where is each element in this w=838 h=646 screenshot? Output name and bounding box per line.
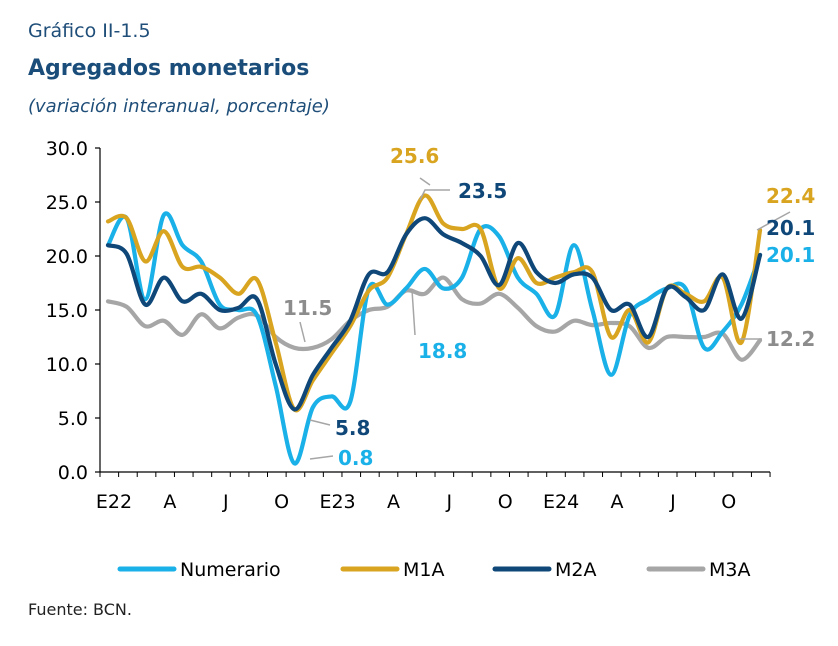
data-label: 23.5	[458, 179, 507, 203]
leader-line	[299, 321, 306, 343]
x-tick-label: J	[669, 491, 676, 513]
y-tick-label: 5.0	[58, 408, 88, 430]
x-tick-label: A	[387, 491, 400, 513]
leader-line	[309, 455, 334, 460]
legend: Numerario M1A M2A M3A	[117, 559, 750, 581]
y-tick-label: 20.0	[46, 246, 88, 268]
leader-line	[309, 419, 331, 426]
x-tick-label: E23	[319, 491, 355, 513]
legend-label: M2A	[555, 559, 596, 581]
data-label: 11.5	[283, 296, 332, 320]
data-label: 5.8	[335, 416, 370, 440]
x-tick-label: E24	[543, 491, 579, 513]
y-tick-label: 25.0	[46, 192, 88, 214]
chart-title: Agregados monetarios	[28, 56, 310, 81]
y-tick-label: 15.0	[46, 300, 88, 322]
leader-line	[419, 177, 431, 186]
source-note: Fuente: BCN.	[28, 600, 132, 619]
legend-label: M1A	[403, 559, 444, 581]
x-tick-label: O	[274, 491, 289, 513]
data-label: 0.8	[338, 446, 373, 470]
x-tick-label: O	[721, 491, 736, 513]
x-tick-label: J	[222, 491, 229, 513]
x-tick-label: J	[446, 491, 453, 513]
x-tick-label: A	[163, 491, 176, 513]
data-label: 20.1	[766, 243, 815, 267]
data-label: 12.2	[766, 327, 815, 351]
legend-label: Numerario	[180, 559, 281, 581]
data-labels: 25.6 23.5 18.8 11.5 5.8 0.8 22.4 20.1 20.1 12.2	[283, 144, 815, 470]
series-lines	[105, 193, 763, 466]
y-tick-label: 30.0	[46, 138, 88, 160]
y-axis: 0.0 5.0 10.0 15.0 20.0 25.0 30.0	[46, 138, 101, 484]
series-line-m3a	[105, 275, 763, 362]
leader-line	[756, 211, 791, 231]
y-tick-label: 0.0	[58, 462, 88, 484]
data-label: 20.1	[766, 216, 815, 240]
data-label: 25.6	[390, 144, 439, 168]
x-tick-label: E22	[96, 491, 132, 513]
leader-line	[411, 289, 416, 336]
x-tick-label: O	[498, 491, 513, 513]
x-axis: E22 A J O E23 A J O E24 A J O	[96, 471, 771, 513]
chart-subtitle: (variación interanual, porcentaje)	[28, 96, 330, 117]
data-label: 18.8	[418, 339, 467, 363]
data-label: 22.4	[766, 184, 815, 208]
series-line-numerario	[105, 211, 763, 466]
x-tick-label: A	[611, 491, 624, 513]
series-line-m2a	[105, 216, 763, 412]
figure-label: Gráfico II-1.5	[28, 20, 151, 42]
legend-label: M3A	[709, 559, 750, 581]
leader-line	[419, 189, 450, 201]
y-tick-label: 10.0	[46, 354, 88, 376]
